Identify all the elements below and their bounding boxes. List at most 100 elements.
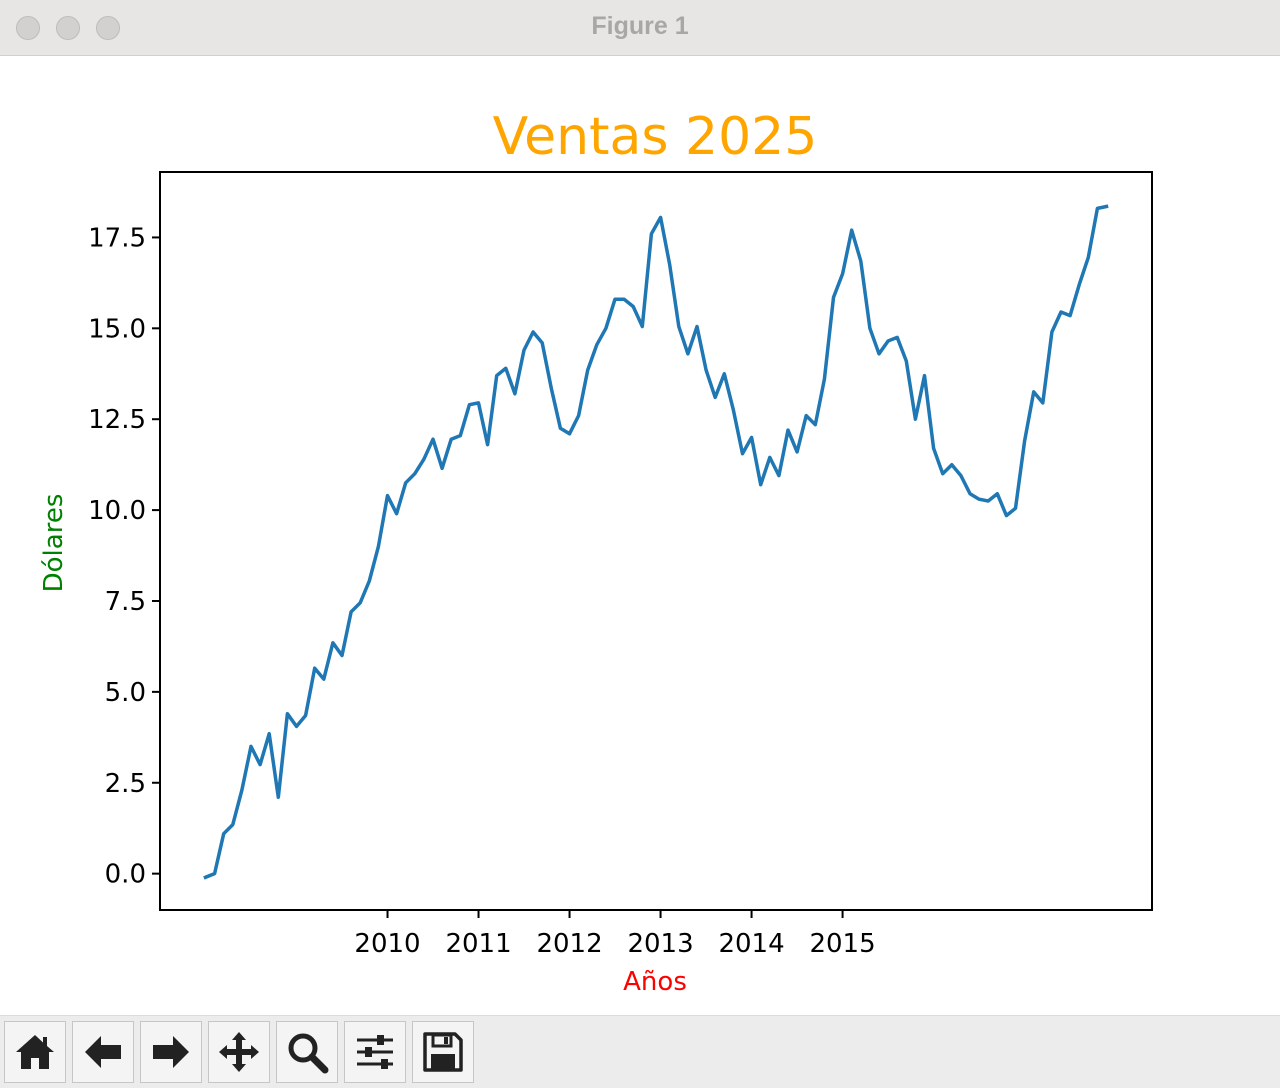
back-button[interactable] [72, 1021, 134, 1083]
data-point [1077, 283, 1081, 287]
data-point [713, 395, 717, 399]
data-point [1059, 310, 1063, 314]
data-point [404, 481, 408, 485]
y-tick-label: 17.5 [88, 223, 146, 253]
x-tick-label: 2012 [536, 929, 602, 959]
data-point [240, 788, 244, 792]
y-axis: 0.0 2.5 5.0 7.5 10.0 12.5 15.0 17.5 [88, 223, 160, 890]
data-point [376, 544, 380, 548]
data-point [331, 641, 335, 645]
data-point [932, 446, 936, 450]
data-point [859, 259, 863, 263]
data-point [413, 472, 417, 476]
y-axis-label: Dólares [39, 494, 69, 593]
figure-canvas: Ventas 2025 0.0 2.5 5.0 7.5 10.0 12.5 15.0 17.5… [39, 107, 1153, 997]
x-tick-label: 2010 [354, 929, 420, 959]
data-point [986, 499, 990, 503]
data-point [568, 432, 572, 436]
data-point [640, 325, 644, 329]
y-tick-label: 10.0 [88, 496, 146, 526]
data-point [267, 732, 271, 736]
data-point [759, 483, 763, 487]
data-point [304, 714, 308, 718]
data-point [795, 450, 799, 454]
data-point [577, 414, 581, 418]
data-point [686, 352, 690, 356]
data-point [1104, 205, 1108, 209]
close-window-button[interactable] [16, 16, 40, 40]
y-tick-label: 12.5 [88, 405, 146, 435]
data-point [941, 472, 945, 476]
data-point [786, 428, 790, 432]
data-point [1041, 401, 1045, 405]
data-point [977, 497, 981, 501]
data-point [850, 228, 854, 232]
data-point [204, 875, 208, 879]
data-point [1050, 330, 1054, 334]
data-point [822, 377, 826, 381]
sliders-icon [357, 1035, 393, 1069]
data-point [513, 392, 517, 396]
data-point [886, 339, 890, 343]
data-point [449, 437, 453, 441]
zoom-button[interactable] [276, 1021, 338, 1083]
move-icon [219, 1032, 259, 1072]
data-point [495, 374, 499, 378]
data-point [540, 341, 544, 345]
forward-button[interactable] [140, 1021, 202, 1083]
data-point [276, 795, 280, 799]
x-axis: 2010 2011 2012 2013 2014 2015 [354, 910, 876, 959]
data-point [740, 452, 744, 456]
minimize-window-button[interactable] [56, 16, 80, 40]
data-point [285, 712, 289, 716]
arrow-left-icon [85, 1036, 121, 1068]
plot-area[interactable] [159, 171, 1153, 911]
data-point [813, 423, 817, 427]
save-button[interactable] [412, 1021, 474, 1083]
configure-subplots-button[interactable] [344, 1021, 406, 1083]
data-point [213, 872, 217, 876]
data-point [731, 408, 735, 412]
data-point [249, 744, 253, 748]
data-point [750, 435, 754, 439]
data-point [968, 492, 972, 496]
title-bar: Figure 1 [0, 0, 1280, 56]
data-point [358, 601, 362, 605]
data-point [1032, 390, 1036, 394]
data-point [549, 386, 553, 390]
data-point [622, 297, 626, 301]
data-point [659, 215, 663, 219]
data-point [613, 297, 617, 301]
data-point [1023, 439, 1027, 443]
pan-button[interactable] [208, 1021, 270, 1083]
x-tick-label: 2015 [809, 929, 875, 959]
data-point [222, 832, 226, 836]
chart-title: Ventas 2025 [493, 107, 818, 167]
data-point [349, 610, 353, 614]
y-tick-label: 0.0 [105, 860, 146, 890]
floppy-disk-icon [423, 1032, 463, 1072]
y-tick-label: 15.0 [88, 314, 146, 344]
data-point [340, 654, 344, 658]
data-point [558, 426, 562, 430]
data-point [704, 368, 708, 372]
data-point [467, 403, 471, 407]
magnifier-icon [288, 1033, 329, 1074]
data-point [440, 466, 444, 470]
data-point [504, 366, 508, 370]
home-button[interactable] [4, 1021, 66, 1083]
data-point [458, 434, 462, 438]
data-point [804, 414, 808, 418]
data-point [959, 474, 963, 478]
zoom-window-button[interactable] [96, 16, 120, 40]
x-tick-label: 2014 [718, 929, 784, 959]
data-point [895, 335, 899, 339]
data-point [677, 325, 681, 329]
y-tick-label: 5.0 [105, 678, 146, 708]
data-point [768, 455, 772, 459]
data-point [1095, 206, 1099, 210]
data-point [258, 763, 262, 767]
y-tick-label: 2.5 [105, 769, 146, 799]
data-point [486, 443, 490, 447]
